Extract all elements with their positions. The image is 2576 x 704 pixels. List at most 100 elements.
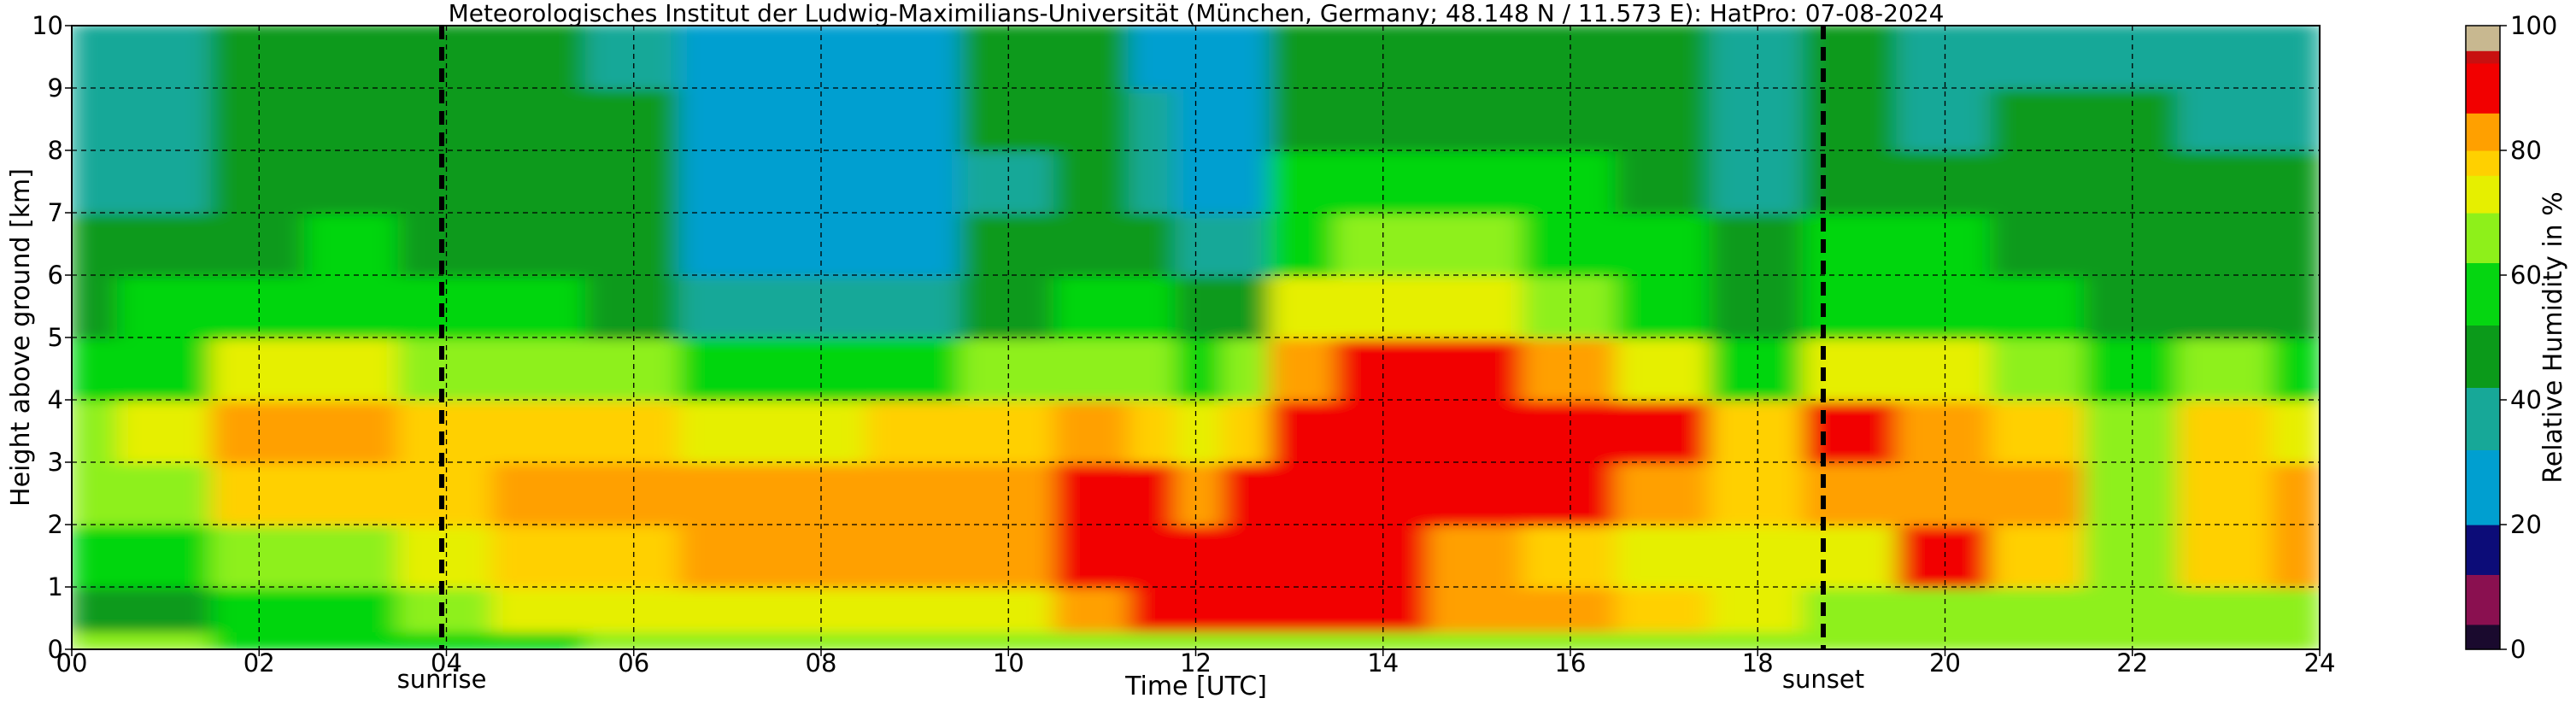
heat-cell: [491, 149, 589, 214]
heat-cell: [866, 523, 964, 589]
heat-cell: [304, 211, 402, 277]
x-tick-label: 06: [618, 648, 649, 678]
heat-cell: [1128, 273, 1179, 339]
heat-cell: [1428, 86, 1526, 152]
heat-cell: [1615, 629, 1713, 649]
heat-cell: [1615, 211, 1713, 277]
heat-cell: [678, 336, 777, 402]
colorbar-segment: [2466, 213, 2500, 263]
heat-cell: [1990, 26, 2087, 90]
heat-cell: [2271, 86, 2320, 152]
heat-cell: [1803, 336, 1900, 402]
heat-cell: [1175, 336, 1226, 402]
colorbar-tick-label: 60: [2510, 261, 2542, 290]
heat-cell: [304, 585, 402, 633]
heat-cell: [1990, 149, 2087, 214]
heat-cell: [116, 585, 214, 633]
colorbar-segment: [2466, 26, 2500, 51]
heat-cell: [678, 398, 777, 464]
heat-cell: [1803, 629, 1900, 649]
grid-lines: [72, 26, 2320, 649]
heat-cell: [2271, 629, 2320, 649]
heat-cell: [2177, 585, 2275, 633]
heat-cell: [304, 86, 402, 152]
x-tick-label: 08: [806, 648, 837, 678]
heat-cell: [72, 26, 120, 90]
heat-cell: [678, 86, 777, 152]
heat-cell: [1803, 273, 1900, 339]
heat-cell: [116, 398, 214, 464]
heat-cell: [1222, 86, 1273, 152]
heat-cell: [2271, 461, 2320, 526]
heat-cell: [1615, 585, 1713, 633]
heat-cell: [1269, 461, 1338, 526]
heat-cell: [1053, 26, 1132, 90]
heat-cell: [2177, 336, 2275, 402]
sunrise-label: sunrise: [397, 665, 487, 694]
heat-cell: [304, 398, 402, 464]
colorbar-tick-label: 80: [2510, 136, 2542, 165]
heat-cell: [304, 523, 402, 589]
heat-cell: [2271, 26, 2320, 90]
heat-cell: [1990, 86, 2087, 152]
heat-cell: [1053, 629, 1132, 649]
heat-cell: [116, 26, 214, 90]
heat-cell: [1175, 273, 1226, 339]
heat-cell: [1269, 86, 1338, 152]
heat-cell: [116, 86, 214, 152]
heat-cell: [1128, 86, 1179, 152]
heat-cell: [1269, 149, 1338, 214]
x-axis-ticks: 00 02 04 06 08 10 12 14 16 18 20 22 24: [56, 648, 2336, 678]
heat-cell: [1990, 273, 2087, 339]
heat-cell: [1269, 585, 1338, 633]
heat-cell: [491, 273, 589, 339]
heat-cell: [491, 585, 589, 633]
sunset-label: sunset: [1782, 665, 1864, 694]
heat-cell: [2177, 461, 2275, 526]
heat-cell: [491, 461, 589, 526]
heat-cell: [1428, 461, 1526, 526]
heat-cell: [72, 398, 120, 464]
heat-cell: [678, 273, 777, 339]
chart-title: Meteorologisches Institut der Ludwig-Max…: [449, 0, 1945, 27]
heat-cell: [1053, 211, 1132, 277]
heat-cell: [2177, 398, 2275, 464]
x-tick-label: 10: [993, 648, 1024, 678]
colorbar-segment: [2466, 262, 2500, 326]
colorbar: [2466, 26, 2500, 650]
heat-cell: [1128, 585, 1179, 633]
x-tick-label: 22: [2116, 648, 2148, 678]
x-axis-label: Time [UTC]: [1124, 672, 1267, 701]
heat-cell: [1428, 273, 1526, 339]
heat-cell: [1175, 461, 1226, 526]
x-tick-label: 02: [244, 648, 275, 678]
heat-cell: [491, 398, 589, 464]
heat-cell: [1128, 149, 1179, 214]
heat-cell: [304, 336, 402, 402]
heat-cell: [1222, 336, 1273, 402]
heat-cell: [1175, 585, 1226, 633]
heat-cell: [1990, 585, 2087, 633]
colorbar-tick-label: 20: [2510, 510, 2542, 539]
colorbar-segment: [2466, 574, 2500, 625]
heat-cell: [491, 211, 589, 277]
heat-cell: [1803, 523, 1900, 589]
heat-cell: [72, 86, 120, 152]
colorbar-segment: [2466, 325, 2500, 388]
heat-cell: [1269, 398, 1338, 464]
x-tick-label: 24: [2304, 648, 2336, 678]
y-tick-label: 9: [48, 73, 63, 103]
colorbar-segment: [2466, 449, 2500, 525]
y-tick-label: 6: [48, 261, 63, 290]
heat-cell: [1128, 523, 1179, 589]
heat-cell: [1615, 461, 1713, 526]
heat-cell: [1990, 461, 2087, 526]
heat-cell: [866, 585, 964, 633]
x-tick-label: 12: [1180, 648, 1212, 678]
heat-cell: [1222, 629, 1273, 649]
heat-cell: [72, 211, 120, 277]
heat-cell: [678, 523, 777, 589]
heat-cell: [2271, 336, 2320, 402]
heat-cell: [1803, 211, 1900, 277]
x-tick-label: 20: [1929, 648, 1961, 678]
